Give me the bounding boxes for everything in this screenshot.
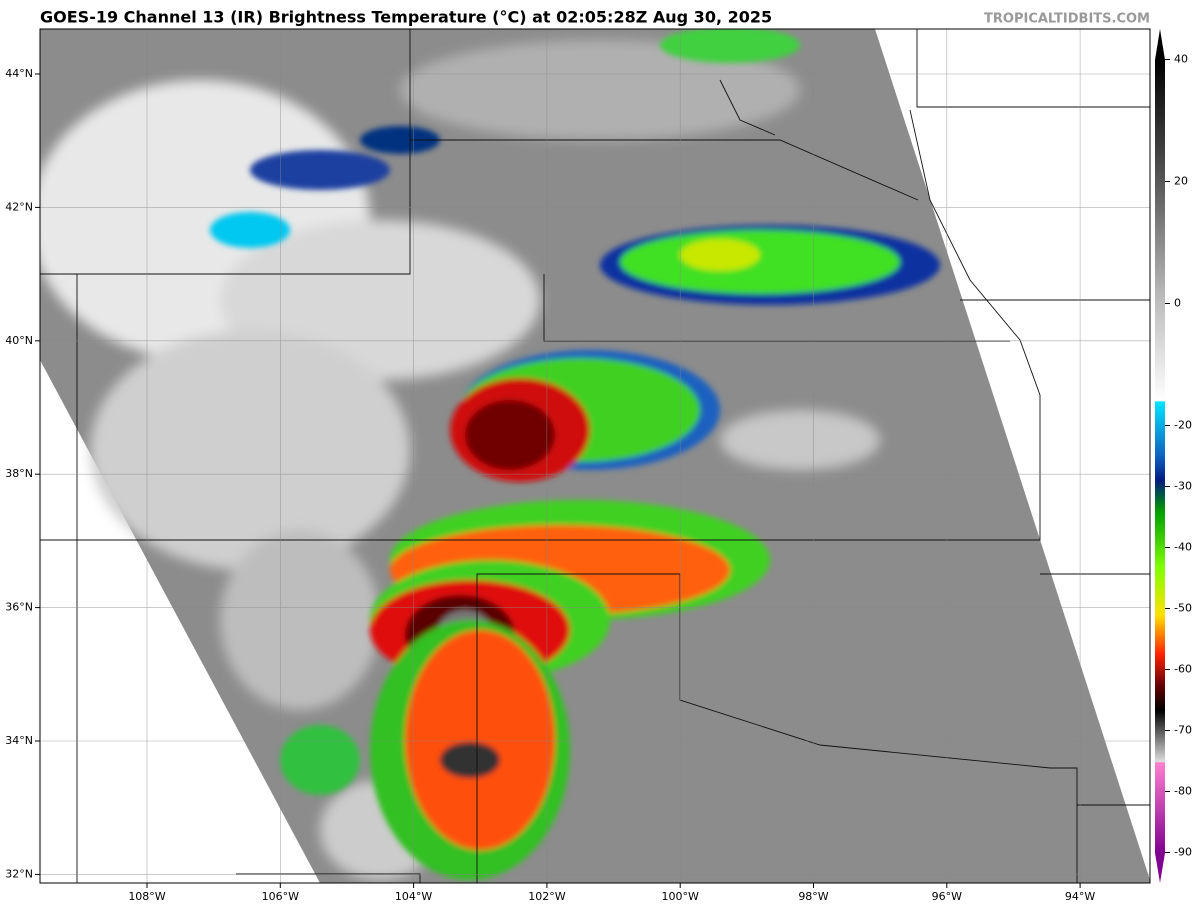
lon-label: 106°W — [262, 890, 299, 903]
colorbar-label: -50 — [1174, 602, 1192, 615]
colorbar-label: -40 — [1174, 541, 1192, 554]
lat-label: 40°N — [5, 334, 33, 347]
colorbar-label: 40 — [1174, 53, 1188, 66]
colorbar — [1155, 29, 1165, 883]
lon-label: 96°W — [932, 890, 962, 903]
lon-label: 108°W — [128, 890, 165, 903]
map-image — [40, 29, 1150, 883]
colorbar-label: -20 — [1174, 419, 1192, 432]
lon-label: 94°W — [1065, 890, 1095, 903]
lon-label: 102°W — [528, 890, 565, 903]
colorbar-label: -90 — [1174, 846, 1192, 859]
colorbar-label: 20 — [1174, 175, 1188, 188]
colorbar-label: 0 — [1174, 297, 1181, 310]
lat-label: 38°N — [5, 467, 33, 480]
lat-label: 32°N — [5, 867, 33, 880]
lat-label: 44°N — [5, 67, 33, 80]
colorbar-label: -60 — [1174, 663, 1192, 676]
colorbar-label: -70 — [1174, 724, 1192, 737]
colorbar-label: -30 — [1174, 480, 1192, 493]
colorbar-label: -80 — [1174, 785, 1192, 798]
lat-label: 34°N — [5, 734, 33, 747]
lat-label: 42°N — [5, 200, 33, 213]
title: GOES-19 Channel 13 (IR) Brightness Tempe… — [40, 8, 772, 27]
credit: TROPICALTIDBITS.COM — [984, 12, 1150, 27]
lon-label: 100°W — [662, 890, 699, 903]
lon-label: 98°W — [798, 890, 828, 903]
lon-label: 104°W — [395, 890, 432, 903]
lat-label: 36°N — [5, 601, 33, 614]
map-frame — [39, 28, 1151, 884]
